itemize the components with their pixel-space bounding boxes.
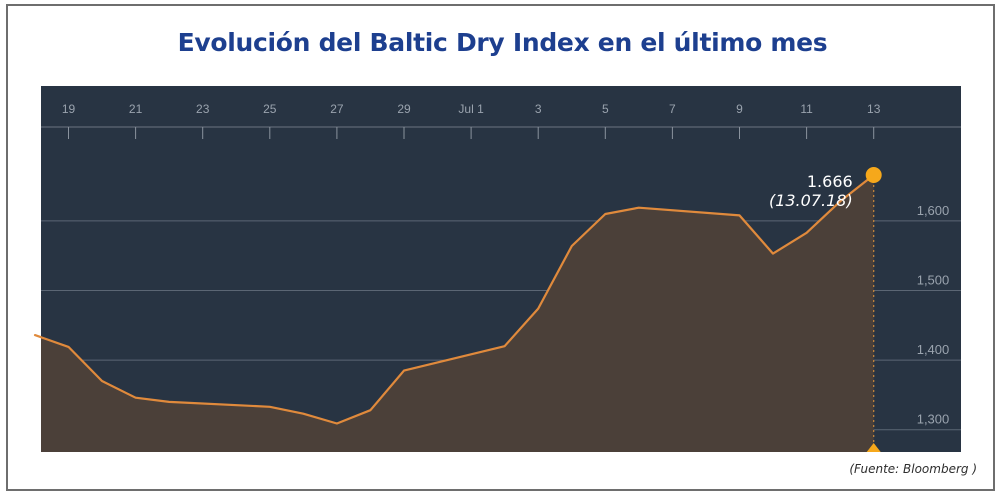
x-tick-label: 25 [263, 102, 277, 116]
last-value-date-label: (13.07.18) [769, 191, 853, 210]
x-tick-label: 29 [397, 102, 411, 116]
y-tick-label: 1,600 [917, 203, 950, 218]
y-axis-ticks: 1,300 1,400 1,500 1,600 [917, 203, 950, 427]
x-tick-label: 9 [736, 102, 743, 116]
chart-title: Evolución del Baltic Dry Index en el últ… [177, 28, 828, 57]
series-line [33, 174, 875, 425]
x-tick-label: 13 [867, 102, 881, 116]
last-value-marker [865, 166, 882, 183]
x-tick-label: 3 [535, 102, 542, 116]
series-area [35, 175, 874, 452]
source-note: (Fuente: Bloomberg ) [849, 462, 977, 476]
annotation-layer: 1.666(13.07.18) [769, 166, 882, 452]
x-axis-marker-triangle [866, 443, 881, 452]
y-tick-label: 1,400 [917, 342, 950, 357]
x-tick-label: Jul 1 [458, 102, 484, 116]
y-tick-label: 1,500 [917, 273, 950, 288]
y-tick-label: 1,300 [917, 412, 950, 427]
x-axis-ticks: 19 21 23 25 27 29 Jul 1 3 5 7 9 11 13 [62, 102, 881, 139]
x-tick-label: 23 [196, 102, 210, 116]
area-layer [33, 174, 875, 452]
x-tick-label: 11 [800, 102, 813, 116]
x-tick-label: 5 [602, 102, 609, 116]
x-tick-label: 19 [62, 102, 76, 116]
last-value-label: 1.666 [807, 172, 853, 191]
x-tick-label: 7 [669, 102, 676, 116]
x-tick-label: 21 [129, 102, 143, 116]
x-tick-label: 27 [330, 102, 344, 116]
